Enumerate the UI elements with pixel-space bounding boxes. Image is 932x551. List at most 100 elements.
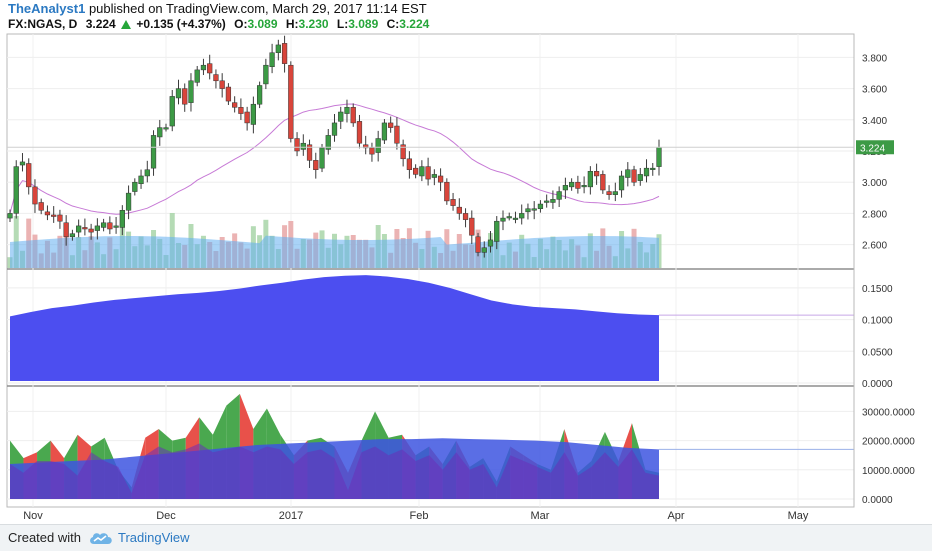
candle-down (57, 214, 63, 222)
published-text: published on TradingView.com, March 29, … (88, 1, 427, 16)
candle-up (587, 171, 593, 188)
price-value: 3.224 (85, 17, 116, 31)
candle-up (487, 239, 494, 247)
candle-up (256, 85, 263, 105)
candle-up (157, 127, 163, 138)
y-tick-label: 0.0000 (862, 495, 893, 506)
high-value: 3.230 (298, 17, 329, 31)
candle-up (338, 111, 344, 122)
candle-down (244, 111, 250, 124)
x-tick-label: May (788, 510, 809, 522)
publish-info: TheAnalyst1 published on TradingView.com… (8, 1, 427, 16)
candle-up (481, 247, 487, 253)
candle-up (169, 96, 175, 127)
candle-up (119, 210, 125, 228)
candle-down (475, 236, 481, 253)
candle-up (531, 208, 537, 211)
candle-up (188, 80, 194, 103)
ohlc-legend: FX:NGAS, D 3.224 +0.135 (+4.37%) O:3.089… (8, 17, 429, 31)
candle-down (107, 222, 113, 230)
candle-down (363, 144, 369, 149)
candle-up (19, 161, 26, 166)
candle-up (519, 213, 525, 219)
candle-down (400, 144, 406, 160)
candle-up (76, 225, 82, 233)
candle-up (618, 175, 625, 191)
last-price-badge (856, 140, 894, 155)
candle-down (575, 181, 581, 189)
candle-down (219, 80, 225, 89)
y-tick-label: 30000.0000 (862, 407, 915, 418)
y-tick-label: 10000.0000 (862, 466, 915, 477)
candle-up (331, 122, 338, 136)
candle-up (269, 52, 275, 68)
candle-down (388, 122, 394, 128)
candle-up (537, 203, 544, 209)
change-value: +0.135 (+4.37%) (136, 17, 226, 31)
candle-up (375, 138, 381, 153)
candle-down (88, 228, 94, 233)
symbol-label: FX:NGAS, D (8, 17, 78, 31)
y-tick-label: 0.0000 (862, 379, 893, 390)
y-tick-label: 0.1500 (862, 284, 893, 295)
candle-up (344, 107, 350, 114)
candle-down (281, 43, 288, 64)
candle-up (150, 135, 157, 169)
candle-up (562, 185, 569, 191)
y-tick-label: 3.400 (862, 116, 887, 127)
candle-up (138, 175, 144, 185)
candle-down (63, 222, 69, 238)
candle-up (381, 122, 388, 141)
candle-down (394, 125, 400, 144)
candle-up (100, 222, 107, 228)
created-with-text: Created with (8, 530, 81, 545)
candle-up (13, 166, 19, 214)
last-price-label: 3.224 (860, 143, 885, 154)
open-value: 3.089 (247, 17, 278, 31)
candle-up (69, 233, 76, 238)
volume-overlay-area (10, 443, 659, 499)
candle-up (194, 69, 200, 83)
candle-up (550, 199, 556, 203)
y-tick-label: 3.600 (862, 85, 887, 96)
candle-down (456, 206, 462, 214)
candle-up (512, 217, 519, 220)
author-link[interactable]: TheAnalyst1 (8, 1, 86, 16)
candle-down (450, 199, 456, 206)
candle-up (325, 135, 331, 150)
y-tick-label: 3.800 (862, 53, 887, 64)
candle-down (600, 174, 606, 191)
tradingview-cloud-icon[interactable] (88, 531, 114, 545)
candle-up (612, 191, 618, 195)
candle-down (406, 158, 413, 170)
x-tick-label: Nov (23, 510, 43, 522)
candle-up (113, 225, 119, 228)
close-value: 3.224 (399, 17, 430, 31)
candle-down (631, 169, 637, 183)
candle-up (556, 191, 562, 200)
candle-down (425, 166, 431, 180)
open-label: O: (234, 17, 248, 31)
candle-up (175, 88, 182, 99)
candle-up (637, 174, 643, 181)
candle-up (431, 174, 437, 178)
candle-down (232, 102, 238, 108)
x-tick-label: Mar (531, 510, 550, 522)
candle-up (7, 213, 13, 219)
y-tick-label: 2.800 (862, 209, 887, 220)
candle-down (51, 214, 57, 217)
candle-down (437, 175, 444, 183)
candle-up (94, 225, 100, 231)
candle-up (300, 142, 306, 150)
candle-down (44, 211, 51, 216)
tradingview-brand[interactable]: TradingView (118, 530, 190, 545)
candle-up (643, 167, 650, 177)
candle-down (238, 107, 244, 114)
candle-up (263, 64, 269, 85)
candle-up (125, 192, 132, 211)
candle-down (32, 186, 38, 205)
x-tick-label: Feb (410, 510, 429, 522)
chart-area[interactable]: 3.8003.6003.4003.2003.0002.8002.600NovDe… (0, 0, 932, 524)
candle-up (419, 166, 425, 177)
candle-down (356, 121, 363, 144)
